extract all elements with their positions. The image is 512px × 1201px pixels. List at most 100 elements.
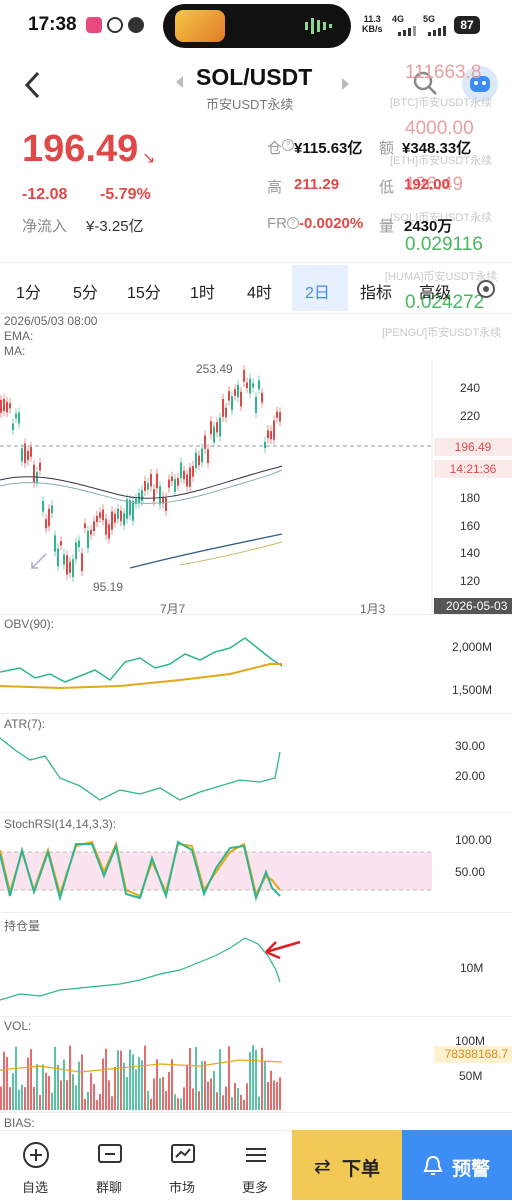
help-icon[interactable]: ? bbox=[282, 139, 294, 151]
volume-bar bbox=[219, 1049, 221, 1110]
oi-line bbox=[0, 937, 281, 1001]
volume-chart bbox=[0, 1045, 283, 1110]
volume-bar bbox=[174, 1094, 176, 1110]
tab-indicators[interactable]: 指标 bbox=[360, 285, 393, 302]
search-icon[interactable] bbox=[412, 70, 438, 96]
volume-bar bbox=[246, 1083, 248, 1110]
volume-bar bbox=[207, 1081, 209, 1110]
fr-value: -0.0020% bbox=[299, 215, 364, 232]
volume-bar bbox=[18, 1089, 20, 1110]
volume-bar bbox=[150, 1098, 152, 1110]
candlestick-chart[interactable] bbox=[0, 360, 512, 614]
volume-bar bbox=[180, 1098, 182, 1110]
status-time: 17:38 bbox=[28, 14, 77, 35]
volume-bar bbox=[261, 1047, 263, 1110]
order-button[interactable]: ⇄ 下单 bbox=[292, 1130, 402, 1200]
volume-bar bbox=[123, 1062, 125, 1110]
volume-bar bbox=[27, 1057, 29, 1110]
market-icon[interactable] bbox=[169, 1141, 197, 1169]
volume-bar bbox=[105, 1048, 107, 1110]
low-annotation: 95.19 bbox=[93, 580, 124, 594]
tab-1h[interactable]: 1时 bbox=[190, 285, 215, 302]
ma-long-line bbox=[129, 533, 283, 569]
ticker-label: [SOL]币安USDT永续 bbox=[390, 212, 493, 224]
volume-bar bbox=[141, 1060, 143, 1110]
notification-icon bbox=[107, 17, 123, 33]
ticker-label: [BTC]币安USDT永续 bbox=[390, 97, 493, 109]
volume-bar bbox=[195, 1046, 197, 1110]
back-arrow-icon[interactable] bbox=[20, 68, 48, 102]
help-icon[interactable]: ? bbox=[287, 217, 299, 229]
battery-indicator: 87 bbox=[454, 16, 480, 34]
pair-title[interactable]: SOL/USDT bbox=[196, 64, 313, 90]
low-label: 低 bbox=[379, 179, 395, 196]
volume-bar bbox=[57, 1064, 59, 1110]
status-bar: 17:38 11.3 KB/s 4G 5G 87 bbox=[0, 0, 512, 52]
signal-bars-icon bbox=[398, 26, 416, 36]
obv-tick: 1,500M bbox=[452, 683, 493, 697]
volume-bar bbox=[162, 1077, 164, 1110]
volume-bar bbox=[6, 1057, 8, 1110]
x-tick: 7月7 bbox=[160, 602, 186, 616]
nav-more[interactable]: 更多 bbox=[242, 1180, 269, 1195]
swap-icon: ⇄ bbox=[314, 1156, 331, 1178]
volume-bar bbox=[165, 1091, 167, 1110]
vol-tick: 100M bbox=[455, 1034, 486, 1048]
alert-button[interactable]: 预警 bbox=[402, 1130, 512, 1200]
ticker-price: 4000.00 bbox=[405, 118, 474, 139]
signal-bars-icon bbox=[428, 26, 446, 36]
volume-bar bbox=[240, 1094, 242, 1110]
volume-bar bbox=[258, 1096, 260, 1110]
tab-4h[interactable]: 4时 bbox=[247, 285, 272, 302]
nav-chat[interactable]: 群聊 bbox=[96, 1180, 123, 1195]
chart-settings-icon[interactable] bbox=[474, 277, 498, 301]
stochrsi-tick: 100.00 bbox=[455, 833, 492, 847]
obv-tick: 2,000M bbox=[452, 640, 493, 654]
timeframe-tabs: 1分 5分 15分 1时 4时 2日 指标 高级 bbox=[0, 262, 512, 314]
volume-bar bbox=[48, 1075, 50, 1110]
volume-bar bbox=[153, 1078, 155, 1110]
volume-bar bbox=[87, 1091, 89, 1110]
tab-advanced[interactable]: 高级 bbox=[419, 285, 452, 302]
more-icon[interactable] bbox=[242, 1141, 270, 1169]
ema-label: EMA: bbox=[4, 329, 34, 343]
expand-chart-icon[interactable] bbox=[30, 552, 48, 570]
volume-bar bbox=[237, 1088, 239, 1110]
volume-bar bbox=[84, 1098, 86, 1110]
volume-bar bbox=[99, 1094, 101, 1110]
volume-bar bbox=[108, 1080, 110, 1110]
nav-market[interactable]: 市场 bbox=[169, 1180, 196, 1195]
inflow-value: ¥-3.25亿 bbox=[86, 218, 144, 235]
volume-bar bbox=[24, 1087, 26, 1110]
volume-bar bbox=[36, 1064, 38, 1110]
ma-line bbox=[0, 465, 283, 499]
volume-bar bbox=[45, 1072, 47, 1110]
net-speed-unit: KB/s bbox=[362, 24, 383, 34]
volume-bar bbox=[168, 1071, 170, 1110]
volume-bar bbox=[198, 1091, 200, 1110]
floating-ticker[interactable]: 111663.8 [BTC]币安USDT永续 4000.00 [ETH]币安US… bbox=[380, 60, 512, 350]
volume-bar bbox=[114, 1066, 116, 1110]
volume-bar bbox=[222, 1095, 224, 1110]
vol-tag: 78388168.7 bbox=[434, 1046, 512, 1063]
volume-bar bbox=[78, 1061, 80, 1110]
volume-bar bbox=[231, 1097, 233, 1110]
tab-1m[interactable]: 1分 bbox=[16, 285, 41, 302]
tab-2d[interactable]: 2日 bbox=[305, 285, 330, 302]
next-pair-icon[interactable] bbox=[342, 78, 349, 90]
nav-watchlist[interactable]: 自选 bbox=[22, 1180, 49, 1195]
volume-bar bbox=[252, 1045, 254, 1110]
tab-15m[interactable]: 15分 bbox=[127, 285, 161, 302]
volume-bar bbox=[171, 1059, 173, 1110]
volume-bar bbox=[177, 1098, 179, 1110]
volume-bar bbox=[138, 1056, 140, 1110]
ticker-price: 196.49 bbox=[405, 174, 464, 195]
add-watchlist-icon[interactable] bbox=[22, 1141, 50, 1169]
chat-icon[interactable] bbox=[96, 1141, 124, 1169]
fr-label: FR bbox=[267, 215, 287, 232]
volume-bar bbox=[135, 1069, 137, 1110]
assistant-robot-icon[interactable] bbox=[462, 66, 498, 102]
volume-bar bbox=[111, 1096, 113, 1110]
tab-5m[interactable]: 5分 bbox=[73, 285, 98, 302]
prev-pair-icon[interactable] bbox=[176, 76, 183, 88]
